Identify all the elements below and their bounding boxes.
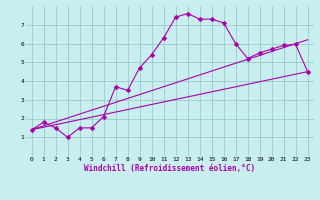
X-axis label: Windchill (Refroidissement éolien,°C): Windchill (Refroidissement éolien,°C) bbox=[84, 164, 255, 173]
